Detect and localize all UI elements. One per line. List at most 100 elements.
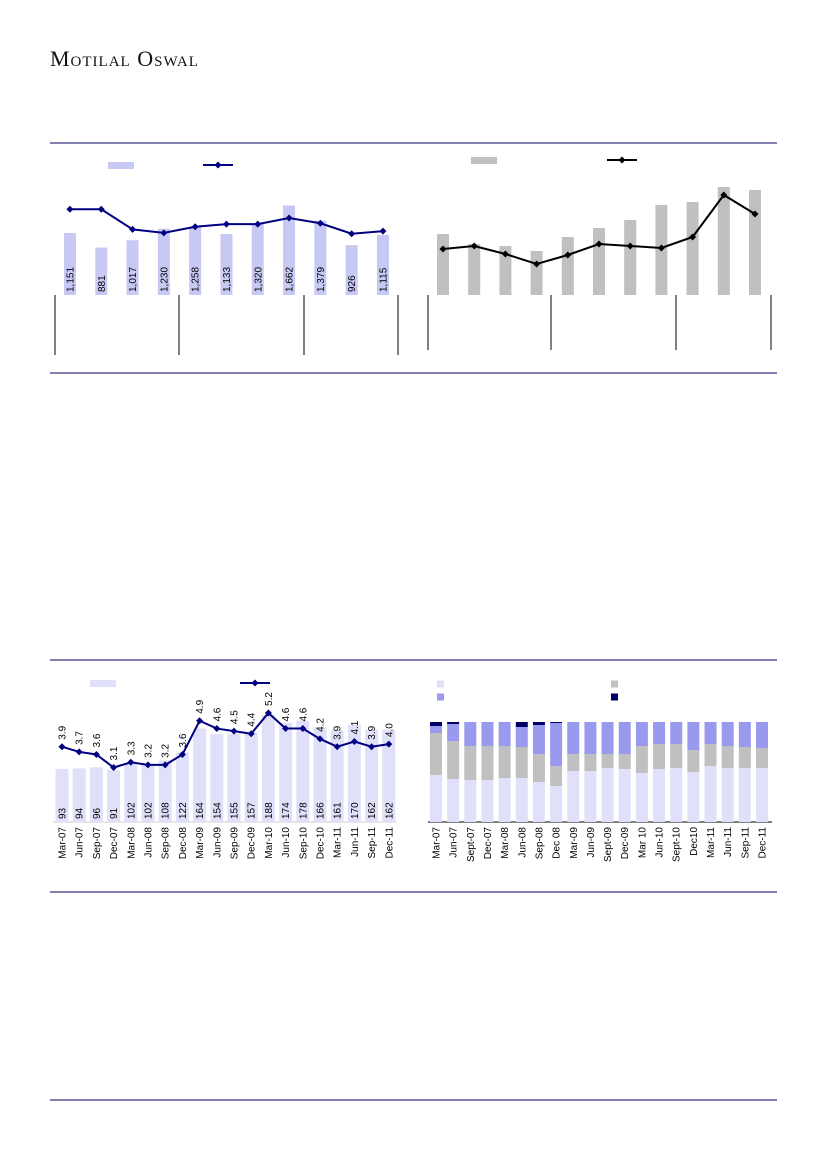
data-label: 178 <box>298 802 309 819</box>
bar <box>158 760 172 822</box>
bar-segment <box>532 782 545 822</box>
line-marker <box>751 210 759 218</box>
bar <box>347 725 361 822</box>
bar <box>279 722 293 822</box>
bar-segment <box>704 744 717 766</box>
line-marker <box>348 230 356 238</box>
legend-marker <box>251 679 259 687</box>
data-label: 162 <box>367 802 378 819</box>
bar-segment <box>635 746 648 773</box>
line-marker <box>626 242 634 250</box>
data-label: 4.0 <box>384 723 395 737</box>
x-tick-label: Sep-08 <box>534 827 545 860</box>
bar-segment <box>601 722 614 754</box>
bar-segment <box>447 722 460 724</box>
bar <box>468 244 481 295</box>
data-label: 108 <box>161 802 172 819</box>
x-tick-label: Mar-07 <box>431 827 442 859</box>
data-label: 155 <box>230 802 241 819</box>
data-label: 174 <box>281 802 292 819</box>
bar-segment <box>429 733 442 775</box>
data-label: 881 <box>97 275 108 292</box>
bar <box>624 220 637 295</box>
line-marker <box>689 233 697 241</box>
data-label: 164 <box>195 802 206 819</box>
line-marker <box>595 240 603 248</box>
line-marker <box>299 725 307 733</box>
x-tick-label: Jun-10 <box>281 827 292 858</box>
bar-segment <box>584 771 597 822</box>
bar <box>283 205 296 295</box>
bar <box>89 767 103 822</box>
line <box>61 711 389 769</box>
legend-marker <box>618 156 626 164</box>
bar-segment <box>704 766 717 822</box>
line-marker <box>213 725 221 733</box>
bar-segment <box>567 722 580 754</box>
bar <box>72 768 86 822</box>
group-divider <box>427 295 772 350</box>
data-label: 4.4 <box>247 712 258 726</box>
line-marker <box>160 229 168 237</box>
line-marker <box>657 244 665 252</box>
bar <box>561 237 574 295</box>
bar <box>314 220 327 295</box>
bar <box>157 228 170 295</box>
line-marker <box>222 220 230 228</box>
bar-segment <box>515 727 528 747</box>
bar-segment <box>653 769 666 822</box>
data-label: 1,258 <box>191 267 202 292</box>
data-label: 102 <box>144 802 155 819</box>
bar <box>717 187 730 295</box>
bar-segment <box>756 748 769 768</box>
line-marker <box>720 191 728 199</box>
rules <box>50 142 777 1101</box>
bar <box>95 247 108 295</box>
x-tick-label: Sep-10 <box>298 827 309 860</box>
data-label: 157 <box>247 802 258 819</box>
bar <box>107 770 121 822</box>
x-tick-label: Mar-08 <box>500 827 511 859</box>
bar-segment <box>429 775 442 822</box>
x-tick-label: Sept-07 <box>466 827 477 862</box>
data-label: 4.1 <box>350 720 361 734</box>
bar-segment <box>567 771 580 822</box>
bar <box>296 720 310 822</box>
data-label: 1,662 <box>285 267 296 292</box>
data-label: 3.1 <box>109 746 120 760</box>
bar-segment <box>670 744 683 768</box>
x-tick-label: Mar-09 <box>569 827 580 859</box>
line-marker <box>439 245 447 253</box>
bar-segment <box>721 722 734 746</box>
data-label: 3.2 <box>161 744 172 758</box>
bar-segment <box>550 766 563 786</box>
bar-segment <box>567 754 580 771</box>
x-tick-label: Sep-11 <box>367 827 378 859</box>
x-tick-label: Mar 10 <box>637 827 648 859</box>
data-label: 4.5 <box>230 710 241 724</box>
line-marker <box>470 242 478 250</box>
line-marker <box>533 260 541 268</box>
x-tick-label: Jun-07 <box>449 827 460 858</box>
x-tick-label: Sep-07 <box>92 827 103 860</box>
x-tick-label: Jun-07 <box>75 827 86 858</box>
data-label: 170 <box>350 802 361 819</box>
x-tick-label: Mar-09 <box>195 827 206 859</box>
line-marker <box>75 748 83 756</box>
bar-segment <box>532 754 545 782</box>
line-marker <box>247 730 255 738</box>
bar-segment <box>550 723 563 766</box>
bar-segment <box>635 773 648 822</box>
x-tick-label: Jun-08 <box>517 827 528 858</box>
data-label: 91 <box>109 807 120 819</box>
bar-segment <box>498 722 511 746</box>
line-marker <box>196 717 204 725</box>
line-marker <box>264 709 272 717</box>
line-marker <box>178 751 186 759</box>
x-tick-label: Dec-07 <box>109 827 120 860</box>
bar-segment <box>447 779 460 822</box>
bar-segment <box>584 754 597 771</box>
bar <box>244 732 258 822</box>
bar-segment <box>481 780 494 822</box>
